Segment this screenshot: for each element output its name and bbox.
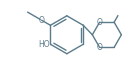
Text: O: O xyxy=(97,43,103,52)
Text: HO: HO xyxy=(38,40,49,49)
Text: O: O xyxy=(97,18,103,27)
Text: O: O xyxy=(39,16,45,25)
